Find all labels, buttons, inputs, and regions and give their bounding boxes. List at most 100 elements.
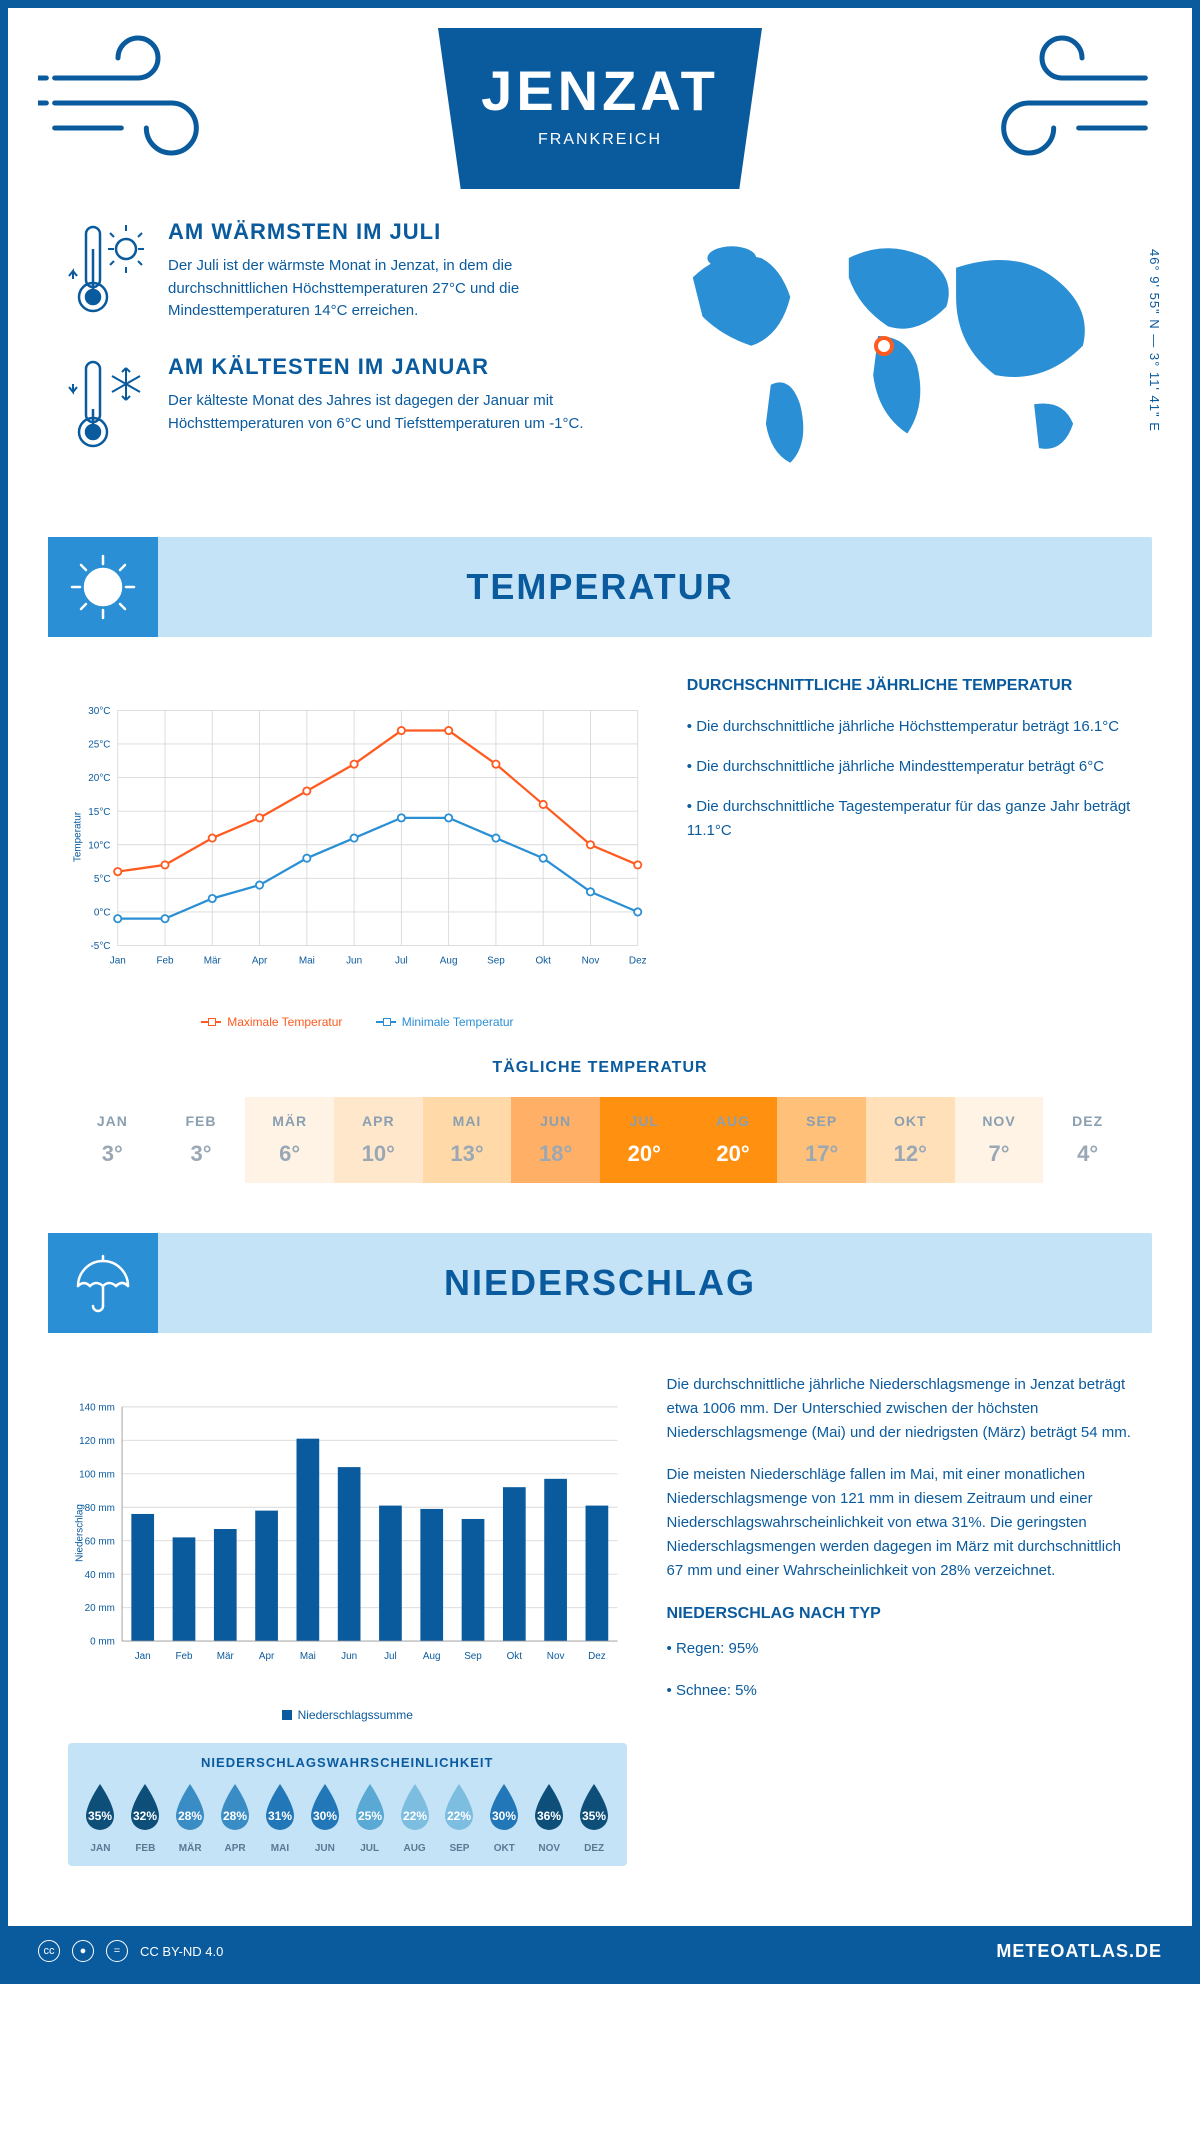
temperature-info: DURCHSCHNITTLICHE JÄHRLICHE TEMPERATUR •… [687,677,1132,1029]
precipitation-header: NIEDERSCHLAG [48,1233,1152,1333]
svg-text:32%: 32% [133,1809,157,1823]
daily-temp-cell: OKT 12° [866,1097,955,1183]
svg-text:28%: 28% [178,1809,202,1823]
probability-drop: 30%OKT [484,1782,525,1854]
license-text: CC BY-ND 4.0 [140,1944,223,1959]
daily-month: OKT [870,1113,951,1129]
site-name: METEOATLAS.DE [996,1941,1162,1962]
daily-month: NOV [959,1113,1040,1129]
svg-text:10°C: 10°C [88,840,110,851]
svg-text:22%: 22% [447,1809,471,1823]
svg-text:Jul: Jul [384,1651,397,1662]
daily-value: 12° [870,1141,951,1167]
cc-icon: cc [38,1940,60,1962]
svg-text:5°C: 5°C [94,874,111,885]
page: JENZAT FRANKREICH AM WÄRMSTEN [0,0,1200,1984]
svg-text:Mär: Mär [204,956,222,967]
svg-text:Jan: Jan [135,1651,151,1662]
drop-month: MÄR [170,1843,211,1854]
daily-value: 10° [338,1141,419,1167]
svg-text:80 mm: 80 mm [85,1503,115,1514]
warm-text: AM WÄRMSTEN IM JULI Der Juli ist der wär… [168,219,604,324]
daily-value: 17° [781,1141,862,1167]
svg-text:Nov: Nov [547,1651,565,1662]
cold-block: AM KÄLTESTEN IM JANUAR Der kälteste Mona… [68,354,604,459]
daily-month: APR [338,1113,419,1129]
daily-month: MAI [427,1113,508,1129]
svg-text:Mai: Mai [300,1651,316,1662]
drop-month: SEP [439,1843,480,1854]
temp-bullet: • Die durchschnittliche jährliche Mindes… [687,755,1132,779]
cold-desc: Der kälteste Monat des Jahres ist dagege… [168,390,604,435]
probability-drop: 36%NOV [529,1782,570,1854]
daily-temp-cell: JUN18° [511,1097,600,1183]
svg-text:20°C: 20°C [88,773,110,784]
coordinates: 46° 9' 55" N — 3° 11' 41" E [1147,249,1162,432]
temp-info-title: DURCHSCHNITTLICHE JÄHRLICHE TEMPERATUR [687,677,1132,695]
daily-month: MÄR [249,1113,330,1129]
svg-text:Mär: Mär [217,1651,235,1662]
legend-max: Maximale Temperatur [227,1015,342,1029]
daily-temp-cell: NOV7° [955,1097,1044,1183]
header-row: JENZAT FRANKREICH [8,8,1192,189]
cold-title: AM KÄLTESTEN IM JANUAR [168,354,604,380]
svg-text:31%: 31% [268,1809,292,1823]
precipitation-main: 0 mm20 mm40 mm60 mm80 mm100 mm120 mm140 … [8,1333,1192,1896]
probability-drop: 28%APR [215,1782,256,1854]
warm-title: AM WÄRMSTEN IM JULI [168,219,604,245]
warm-desc: Der Juli ist der wärmste Monat in Jenzat… [168,255,604,323]
temperature-legend: Maximale Temperatur Minimale Temperatur [68,1012,647,1029]
precipitation-left: 0 mm20 mm40 mm60 mm80 mm100 mm120 mm140 … [68,1373,627,1866]
footer: cc ● = CC BY-ND 4.0 METEOATLAS.DE [8,1926,1192,1976]
svg-text:Feb: Feb [156,956,174,967]
probability-drop: 22% SEP [439,1782,480,1854]
svg-text:Temperatur: Temperatur [73,811,84,862]
thermometer-sun-icon [68,219,148,324]
svg-text:Feb: Feb [175,1651,193,1662]
svg-text:Okt: Okt [507,1651,523,1662]
probability-drop: 31% MAI [260,1782,301,1854]
daily-month: JUN [515,1113,596,1129]
daily-temp-cell: APR 10° [334,1097,423,1183]
daily-temp-title: TÄGLICHE TEMPERATUR [68,1059,1132,1077]
probability-title: NIEDERSCHLAGSWAHRSCHEINLICHKEIT [80,1755,615,1770]
drop-month: JUN [304,1843,345,1854]
daily-value: 3° [72,1141,153,1167]
daily-month: FEB [161,1113,242,1129]
drop-month: JAN [80,1843,121,1854]
daily-month: JAN [72,1113,153,1129]
wind-icon-left [38,28,238,166]
daily-value: 6° [249,1141,330,1167]
probability-drop: 25%JUL [349,1782,390,1854]
intro-right: 46° 9' 55" N — 3° 11' 41" E [644,219,1132,497]
daily-temp-cell: JUL 20° [600,1097,689,1183]
daily-temp-grid: JAN3°FEB3°MÄR6°APR10°MAI13°JUN18°JUL20°A… [68,1097,1132,1183]
svg-text:40 mm: 40 mm [85,1570,115,1581]
temperature-main: -5°C0°C5°C10°C15°C20°C25°C30°CJanFebMärA… [8,637,1192,1049]
svg-text:Niederschlag: Niederschlag [74,1504,85,1562]
daily-value: 3° [161,1141,242,1167]
probability-drop: 30%JUN [304,1782,345,1854]
svg-text:Mai: Mai [299,956,315,967]
drop-month: NOV [529,1843,570,1854]
daily-temp-cell: JAN 3° [68,1097,157,1183]
svg-text:Aug: Aug [440,956,458,967]
drop-month: MAI [260,1843,301,1854]
type-bullet: • Regen: 95% [667,1637,1132,1661]
cold-text: AM KÄLTESTEN IM JANUAR Der kälteste Mona… [168,354,604,459]
daily-temp-cell: FEB 3° [157,1097,246,1183]
precip-text1: Die durchschnittliche jährliche Niedersc… [667,1373,1132,1445]
daily-month: JUL [604,1113,685,1129]
svg-text:Jun: Jun [341,1651,357,1662]
svg-text:Apr: Apr [259,1651,275,1662]
temperature-header: TEMPERATUR [48,537,1152,637]
precipitation-info: Die durchschnittliche jährliche Niedersc… [667,1373,1132,1866]
daily-value: 20° [604,1141,685,1167]
svg-text:35%: 35% [88,1809,112,1823]
probability-drop: 35% JAN [80,1782,121,1854]
precip-type-title: NIEDERSCHLAG NACH TYP [667,1601,1132,1627]
umbrella-icon [48,1233,158,1333]
probability-drop: 28% MÄR [170,1782,211,1854]
drop-month: DEZ [574,1843,615,1854]
drop-month: FEB [125,1843,166,1854]
